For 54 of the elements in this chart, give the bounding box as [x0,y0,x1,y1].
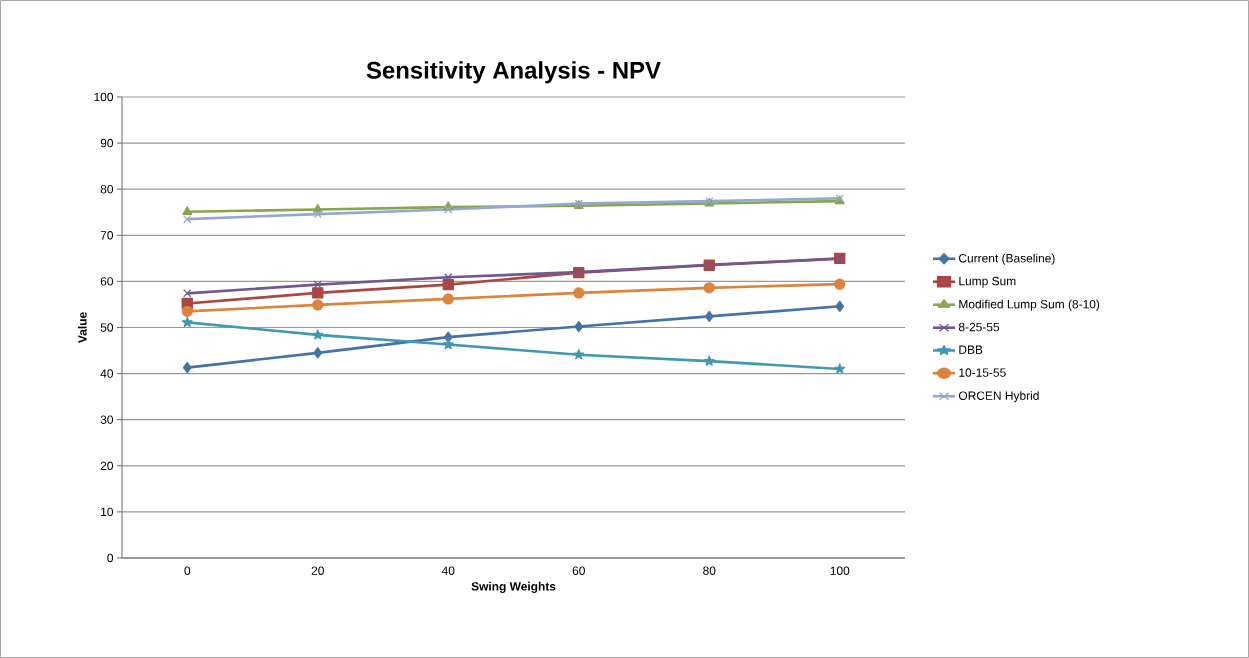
y-tick-label: 10 [101,507,114,517]
point [442,293,454,305]
legend-label: ORCEN Hybrid [958,391,1039,403]
point [573,287,585,299]
point [442,338,454,350]
x-tick-label: 80 [703,566,716,575]
point [444,273,453,282]
point [574,320,584,333]
legend-label: DBB [959,345,983,354]
point [703,355,715,366]
point [703,282,715,294]
y-tick-label: 80 [100,184,114,194]
point [181,316,193,328]
x-tick-label: 100 [830,566,850,575]
point [312,299,324,311]
y-tick-label: 60 [100,277,114,286]
x-tick-label: 40 [441,566,455,575]
point [704,310,714,323]
y-tick-label: 70 [100,231,114,240]
legend-label: Modified Lump Sum (8-10) [959,299,1100,311]
point [443,331,453,343]
y-tick-label: 20 [100,461,114,471]
y-tick-label: 0 [107,553,114,563]
legend-label: 10-15-55 [959,368,1006,377]
point [573,349,585,360]
point [182,206,193,215]
point [835,300,845,312]
x-tick-label: 60 [572,566,585,575]
legend-label: Current (Baseline) [959,253,1055,265]
point [444,205,453,214]
y-tick-label: 40 [100,369,114,378]
point [312,287,324,299]
x-axis-title: Swing Weights [471,581,556,593]
y-axis-title: Value [77,312,87,344]
y-tick-label: 90 [100,138,114,148]
point [183,289,192,298]
point [183,214,192,224]
legend-label: 8-25-55 [958,322,1000,332]
x-tick-label: 20 [311,566,324,575]
x-tick-label: 0 [184,566,191,575]
point [442,278,454,291]
y-tick-label: 30 [100,415,114,424]
point [182,361,192,374]
point [834,363,846,374]
legend-label: Lump Sum [959,276,1016,288]
y-tick-label: 50 [100,323,114,332]
point [313,280,322,289]
point [312,329,324,340]
point [313,347,323,359]
point [834,278,846,290]
point [181,305,193,317]
point [313,209,322,219]
chart-title: Sensitivity Analysis - NPV [366,61,661,84]
y-tick-label: 100 [94,92,114,102]
